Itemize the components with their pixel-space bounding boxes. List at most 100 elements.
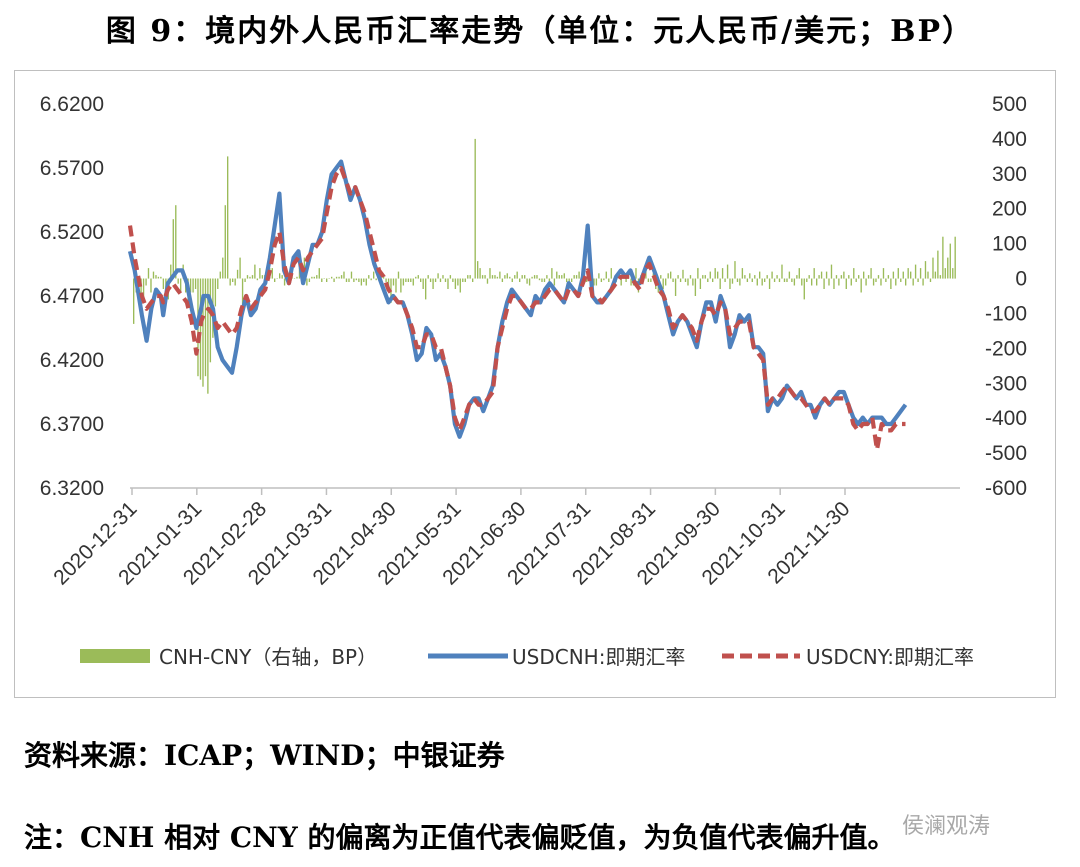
spread-bar (595, 278, 598, 286)
spread-bar (712, 278, 714, 282)
spread-bar (932, 257, 934, 279)
spread-bar (910, 271, 912, 279)
spread-bar (400, 278, 402, 293)
spread-bar (519, 278, 521, 282)
legend: CNH-CNY（右轴，BP） USDCNH:即期汇率 USDCNY:即期汇率 (80, 645, 974, 669)
spread-bar (172, 219, 174, 279)
spread-bar (432, 278, 434, 289)
spread-bar (147, 268, 150, 279)
spread-bar (952, 268, 954, 279)
spread-bar (912, 278, 914, 286)
spread-bar (796, 275, 798, 279)
spread-bar (761, 278, 763, 286)
spread-bar (563, 273, 565, 279)
spread-bar (808, 275, 810, 279)
spread-bar (907, 268, 909, 279)
spread-bar (177, 278, 179, 284)
spread-bar (778, 278, 781, 282)
spread-bar (764, 278, 766, 282)
spread-bar (840, 275, 843, 279)
spread-bar (744, 275, 746, 279)
spread-bar (823, 278, 825, 289)
spread-bar (194, 278, 197, 289)
spread-bar (157, 276, 160, 279)
spread-bar (717, 271, 719, 279)
spread-bar (373, 271, 375, 279)
spread-bar (944, 268, 946, 279)
spread-bar (363, 278, 365, 282)
spread-bar (420, 278, 422, 282)
spread-bar (697, 268, 699, 279)
legend-label-usdcny: USDCNY:即期汇率 (806, 645, 974, 669)
spread-bar (234, 278, 236, 286)
spread-bar (249, 276, 251, 279)
spread-bar (890, 278, 892, 289)
spread-bar (395, 278, 397, 293)
spread-bar (845, 278, 847, 289)
spread-bar (536, 275, 538, 279)
spread-bar (838, 278, 840, 286)
spread-bar (358, 278, 360, 282)
spread-bar (860, 278, 862, 293)
spread-bar (271, 268, 273, 279)
y-left-tick-label: 6.5200 (40, 221, 104, 244)
spread-bar (506, 273, 508, 279)
spread-bar (459, 278, 461, 293)
spread-bar (558, 275, 560, 279)
spread-bar (533, 275, 536, 279)
spread-bar (244, 278, 246, 282)
y-right-tick-label: 400 (992, 128, 1027, 151)
spread-bar (585, 278, 588, 282)
spread-bar (353, 278, 355, 282)
spread-bar (820, 271, 823, 279)
spread-bar (546, 275, 548, 279)
spread-bar (605, 271, 607, 279)
spread-bar (422, 278, 424, 289)
spread-bar (189, 278, 192, 293)
spread-bar (806, 278, 808, 282)
spread-bar (684, 278, 687, 282)
spread-bar (246, 275, 249, 279)
spread-bar (677, 275, 679, 279)
spread-bar (835, 275, 838, 279)
spread-bar (645, 268, 647, 279)
spread-bar (229, 278, 231, 286)
spread-bar (573, 275, 575, 279)
spread-bar (486, 278, 489, 284)
spread-bar (751, 278, 753, 282)
spread-bar (162, 278, 165, 289)
spread-bar (477, 261, 479, 279)
spread-bar (771, 271, 773, 279)
spread-bar (608, 278, 610, 282)
spread-bar (333, 278, 335, 282)
series-cnh-cny-bars (133, 138, 956, 394)
spread-bar (442, 275, 444, 279)
spread-bar (370, 278, 372, 281)
spread-bar (385, 278, 387, 282)
spread-bar (402, 278, 405, 286)
spread-bar (679, 278, 682, 282)
spread-bar (489, 268, 491, 279)
spread-bar (942, 236, 944, 279)
spread-bar (474, 138, 476, 279)
spread-bar (610, 268, 612, 279)
spread-bar (699, 278, 702, 289)
spread-bar (256, 278, 259, 281)
spread-bar (340, 275, 343, 279)
spread-bar (538, 278, 541, 281)
spread-bar (687, 278, 689, 286)
y-left-axis: 6.6200 6.5700 6.5200 6.4700 6.4200 6.3700 6.32… (40, 93, 104, 500)
spread-bar (283, 278, 286, 286)
spread-bar (917, 278, 919, 282)
spread-bar (786, 278, 788, 282)
spread-bar (734, 261, 736, 279)
spread-bar (731, 278, 734, 284)
spread-bar (816, 278, 818, 286)
spread-bar (417, 275, 419, 279)
spread-bar (365, 278, 367, 286)
spread-bar (872, 278, 875, 286)
spread-bar (204, 278, 207, 377)
spread-bar (415, 276, 417, 279)
legend-label-usdcnh: USDCNH:即期汇率 (512, 645, 685, 669)
spread-bar (895, 278, 897, 286)
